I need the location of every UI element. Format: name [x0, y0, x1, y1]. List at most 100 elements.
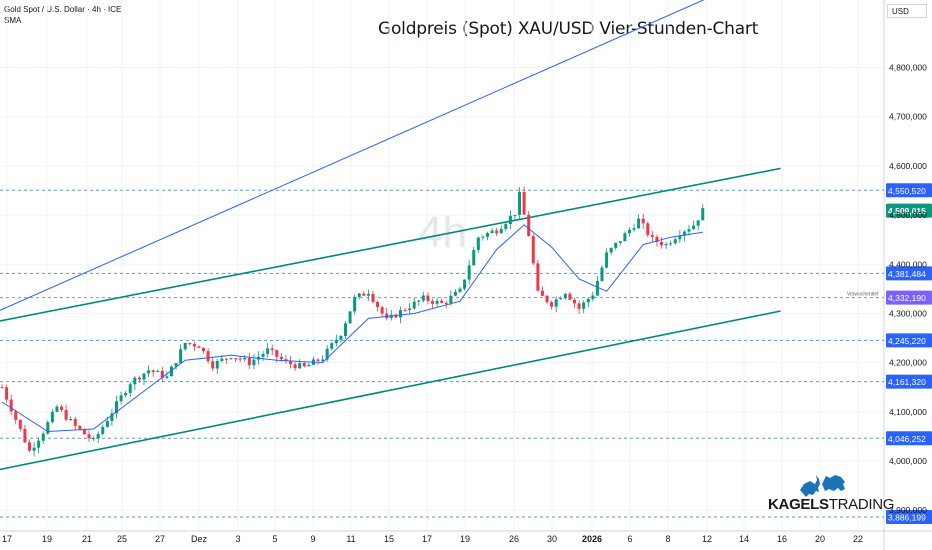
candle-body: [302, 362, 306, 367]
candle-body: [55, 406, 59, 412]
candle-body: [348, 311, 352, 324]
candle-body: [472, 249, 476, 266]
candle-body: [531, 236, 535, 264]
candle-body: [637, 218, 641, 229]
y-tick-label: 4,500,000: [889, 210, 927, 220]
logo-bold: KAGELS: [768, 496, 829, 513]
candle-body: [655, 236, 659, 242]
candle-body: [9, 399, 13, 412]
candle-body: [18, 419, 22, 429]
candle-body: [701, 208, 705, 221]
candle-body: [101, 426, 105, 434]
candle-body: [179, 349, 183, 364]
currency-selector[interactable]: USD: [887, 4, 927, 18]
time-axis: 17 19 21 25 27 Dez 3 5 9 11 15 17 19 26 30 2026 6 8 12 14 16…: [2, 534, 863, 544]
candle-body: [618, 241, 622, 243]
candle-body: [380, 307, 384, 314]
sma-polyline: [1, 224, 703, 433]
candle-body: [641, 218, 645, 224]
candle-body: [545, 295, 549, 303]
candle-body: [41, 433, 45, 441]
candle-body: [82, 429, 86, 435]
candle-body: [394, 314, 398, 318]
candle-body: [692, 225, 696, 230]
candle-body: [96, 433, 100, 439]
candle-body: [623, 233, 627, 242]
candle-body: [385, 313, 389, 319]
candle-body: [224, 358, 228, 360]
candle-body: [334, 339, 338, 344]
candle-body: [325, 348, 329, 360]
candle-body: [247, 357, 251, 366]
candle-body: [160, 370, 164, 378]
x-tick-label: 19: [42, 534, 52, 544]
candle-body: [536, 263, 540, 291]
candle-body: [453, 291, 457, 296]
candle-body: [142, 373, 146, 380]
candle-body: [238, 358, 242, 360]
candle-body: [669, 243, 673, 245]
candle-body: [499, 228, 503, 234]
candle-body: [559, 298, 563, 300]
candle-body: [646, 223, 650, 235]
candle-body: [124, 392, 128, 396]
candle-body: [330, 343, 334, 349]
candle-body: [476, 237, 480, 250]
candle-body: [183, 343, 187, 350]
y-tick-label: 4,600,000: [889, 161, 927, 171]
candle-body: [46, 422, 50, 434]
y-tick-label: 3,900,000: [889, 505, 927, 515]
candle-body: [353, 297, 357, 312]
candle-body: [444, 302, 448, 304]
current-price-tag: [886, 203, 932, 218]
candle-body: [440, 300, 444, 303]
candle-body: [527, 214, 531, 237]
candle-body: [188, 343, 192, 345]
candle-body: [362, 293, 366, 296]
candle-body: [495, 230, 499, 234]
y-tick-label: 4,300,000: [889, 308, 927, 318]
candle-body: [73, 419, 77, 426]
candle-body: [582, 302, 586, 309]
candle-body: [678, 235, 682, 240]
candle-body: [426, 295, 430, 302]
price-level-tag: [886, 290, 932, 305]
candle-body: [458, 288, 462, 292]
candle-body: [87, 434, 91, 439]
candle-body: [577, 303, 581, 309]
candle-body: [522, 192, 526, 215]
candle-body: [435, 300, 439, 304]
candles: [0, 186, 705, 457]
candle-body: [673, 239, 677, 244]
candle-body: [540, 290, 544, 296]
candle-body: [50, 411, 54, 423]
logo-text: KAGELSTRADING: [768, 496, 894, 513]
x-tick-label: 3: [235, 534, 240, 544]
candle-body: [197, 346, 201, 348]
x-tick-label: 19: [460, 534, 470, 544]
candle-body: [165, 376, 169, 378]
candle-body: [27, 442, 31, 451]
x-tick-label: 12: [702, 534, 712, 544]
candle-body: [220, 358, 224, 361]
upper-trendline: [0, 0, 705, 311]
candle-body: [357, 293, 361, 298]
candle-body: [481, 236, 485, 238]
x-tick-label: 11: [346, 534, 355, 544]
candle-body: [261, 353, 265, 357]
indicator-label[interactable]: SMA: [4, 16, 22, 25]
x-tick-label: 16: [777, 534, 787, 544]
candle-body: [573, 299, 576, 304]
candle-body: [609, 247, 613, 253]
candle-body: [687, 229, 691, 232]
candle-body: [243, 357, 247, 360]
candle-body: [605, 252, 609, 268]
price-level-tag: [886, 509, 932, 524]
candle-body: [632, 228, 636, 230]
candle-body: [215, 360, 219, 369]
y-tick-label: 4,200,000: [889, 358, 927, 368]
candle-body: [398, 310, 402, 318]
x-tick-label: 21: [82, 534, 92, 544]
